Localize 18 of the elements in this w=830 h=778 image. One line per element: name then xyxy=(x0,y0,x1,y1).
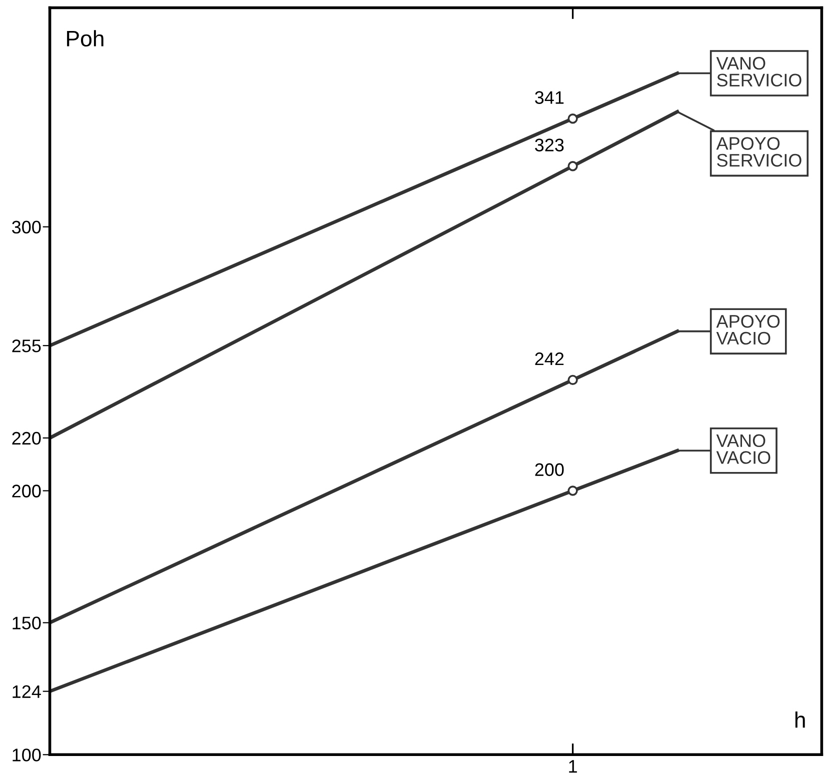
y-tick-label: 300 xyxy=(12,220,41,234)
x-axis-title: h xyxy=(795,712,805,728)
data-label: 242 xyxy=(535,352,564,366)
y-tick-label: 100 xyxy=(12,748,41,762)
y-axis-title: Poh xyxy=(67,30,104,47)
data-label: 323 xyxy=(535,138,564,152)
legend-label: VANO SERVICIO xyxy=(716,56,802,86)
y-tick-label: 220 xyxy=(12,432,41,445)
text: APOYO SERVICIO xyxy=(716,137,802,167)
data-label: 341 xyxy=(535,91,564,104)
legend-label: APOYO VACIO xyxy=(716,314,780,345)
y-tick-label: 200 xyxy=(12,484,41,498)
legend-label: VANO VACIO xyxy=(716,434,770,464)
data-label: 200 xyxy=(535,463,564,476)
y-tick-label: 124 xyxy=(12,685,41,698)
x-tick-label: 1 xyxy=(569,760,577,773)
y-tick-label: 150 xyxy=(12,616,41,630)
y-tick-label: 255 xyxy=(12,340,41,352)
